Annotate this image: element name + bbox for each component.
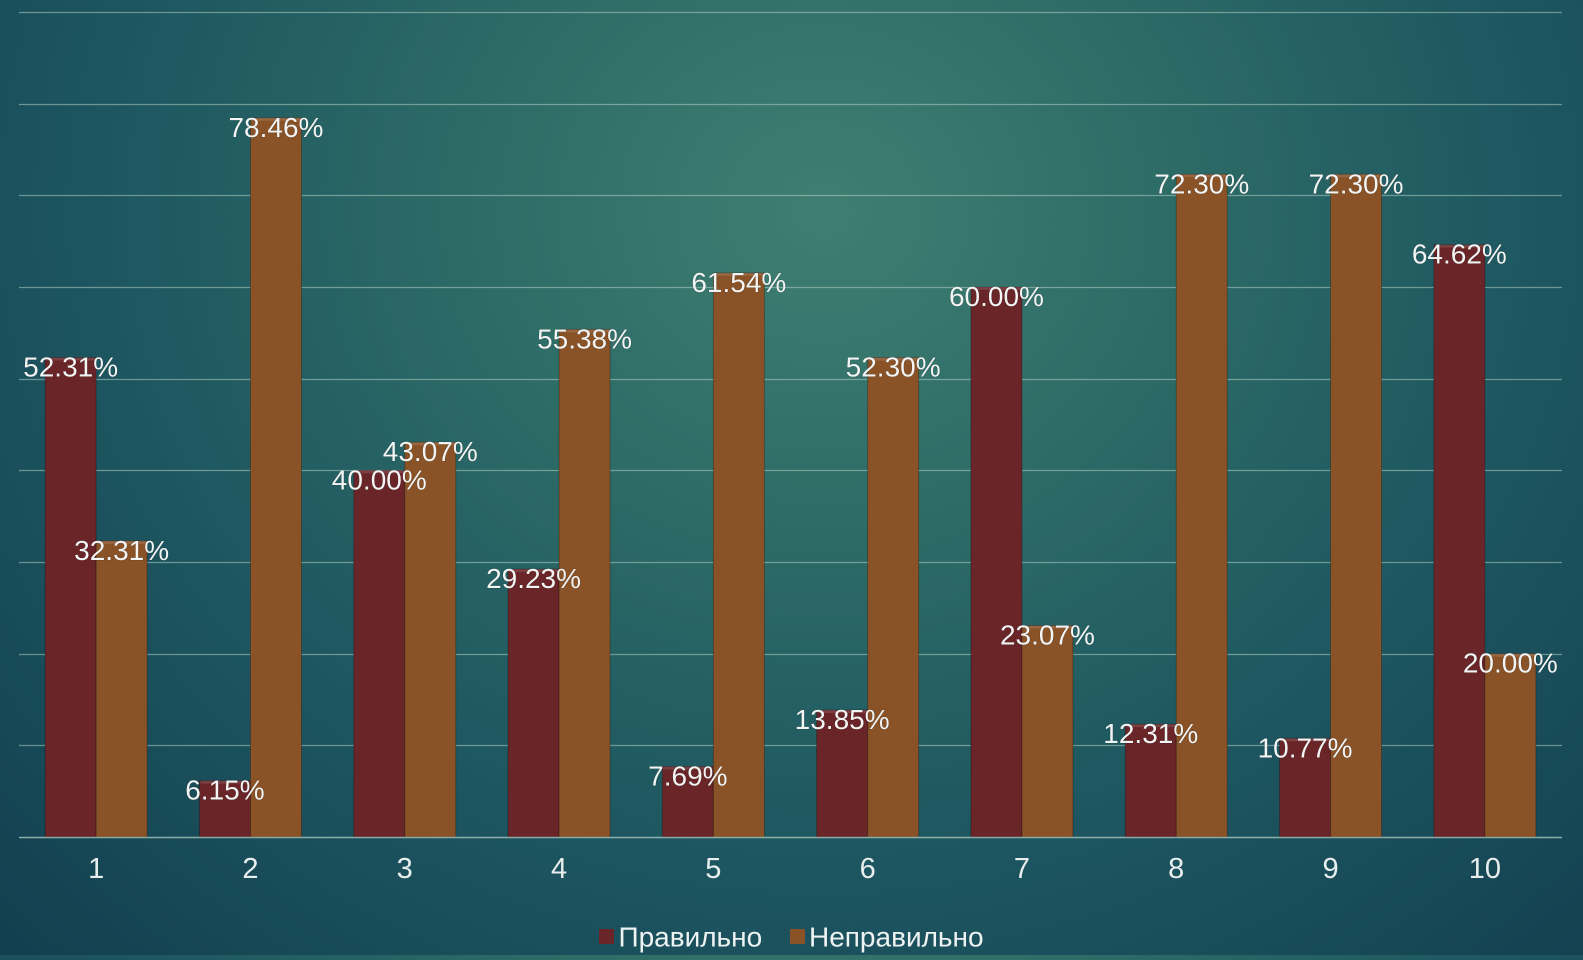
bar-incorrect[interactable] — [249, 117, 302, 838]
data-label-correct: 10.77% — [1258, 732, 1353, 763]
bar-highlight — [1331, 174, 1381, 178]
bar-highlight — [1280, 738, 1330, 742]
legend-label-correct: Правильно — [618, 921, 763, 953]
bar-highlight — [354, 470, 404, 474]
data-label-correct: 7.69% — [648, 761, 727, 792]
data-label-incorrect: 61.54% — [691, 267, 786, 298]
bar-highlight — [200, 780, 250, 784]
x-tick-label: 8 — [1168, 853, 1184, 885]
x-tick-label: 2 — [242, 853, 258, 885]
bar-correct[interactable] — [970, 286, 1023, 838]
legend-item-incorrect[interactable]: Неправильно — [789, 920, 984, 954]
bar-incorrect[interactable] — [1021, 625, 1074, 838]
bar-highlight — [251, 117, 301, 121]
bar-highlight — [560, 329, 610, 333]
data-label-correct: 12.31% — [1103, 718, 1198, 749]
bar-highlight — [817, 710, 867, 714]
bar-incorrect[interactable] — [712, 272, 765, 838]
x-tick-label: 5 — [705, 853, 721, 885]
data-label-incorrect: 23.07% — [1000, 620, 1095, 651]
bar-correct[interactable] — [1279, 737, 1332, 838]
data-label-correct: 29.23% — [486, 563, 581, 594]
data-label-incorrect: 32.31% — [74, 535, 169, 566]
x-tick-label: 6 — [860, 853, 876, 885]
bar-correct[interactable] — [353, 469, 406, 838]
data-label-incorrect: 78.46% — [228, 112, 323, 143]
bar-incorrect[interactable] — [95, 540, 148, 838]
data-labels: 52.31% 32.31% 6.15% 78.46% 40.00%43.07% 29.23… — [23, 111, 1558, 806]
bar-highlight — [1126, 724, 1176, 728]
bar-highlight — [405, 442, 455, 446]
data-label-incorrect: 55.38% — [537, 323, 632, 354]
data-label-correct: 60.00% — [949, 281, 1044, 312]
data-label-incorrect: 52.30% — [846, 352, 941, 383]
x-tick-label: 9 — [1322, 853, 1338, 885]
data-label-incorrect: 72.30% — [1309, 168, 1404, 199]
data-label-correct: 64.62% — [1412, 239, 1507, 270]
legend-label-incorrect: Неправильно — [808, 921, 984, 953]
data-label-correct: 6.15% — [185, 775, 264, 806]
x-tick-label: 1 — [88, 853, 104, 885]
bar-incorrect[interactable] — [404, 441, 457, 838]
bar-highlight — [46, 357, 96, 361]
legend-item-correct[interactable]: Правильно — [599, 920, 762, 954]
bar-highlight — [1177, 174, 1227, 178]
bar-highlight — [97, 540, 147, 544]
data-label-correct: 40.00% — [332, 464, 427, 495]
bar-correct[interactable] — [1433, 244, 1486, 838]
data-label-correct: 52.31% — [23, 351, 118, 382]
bar-incorrect[interactable] — [1484, 653, 1537, 838]
data-label-incorrect: 72.30% — [1154, 168, 1249, 199]
bar-highlight — [1022, 625, 1072, 629]
bars — [44, 117, 1537, 838]
data-label-correct: 13.85% — [795, 704, 890, 735]
bar-highlight — [1434, 244, 1484, 248]
bar-highlight — [868, 357, 918, 361]
x-tick-label: 10 — [1469, 853, 1501, 885]
data-label-incorrect: 43.07% — [383, 436, 478, 467]
bar-incorrect[interactable] — [1330, 173, 1383, 838]
data-label-incorrect: 20.00% — [1463, 648, 1558, 679]
legend-swatch-correct — [599, 928, 615, 944]
x-tick-label: 4 — [551, 853, 567, 885]
legend: Правильно Неправильно — [0, 919, 1583, 953]
bar-correct[interactable] — [1124, 723, 1177, 838]
bar-highlight — [509, 569, 559, 573]
x-tick-label: 3 — [397, 853, 413, 885]
bar-highlight — [714, 272, 764, 276]
x-axis: 1 2 3 4 5 6 7 8 9 10 — [19, 836, 1562, 885]
bar-incorrect[interactable] — [867, 357, 920, 838]
bar-correct[interactable] — [44, 356, 97, 838]
bar-incorrect[interactable] — [558, 328, 611, 838]
legend-swatch-incorrect — [789, 928, 805, 944]
bar-incorrect[interactable] — [1175, 173, 1228, 838]
bar-highlight — [1485, 653, 1535, 657]
bar-highlight — [971, 287, 1021, 290]
x-tick-label: 7 — [1014, 853, 1030, 885]
bar-highlight — [663, 766, 713, 770]
bar-correct[interactable] — [507, 568, 560, 838]
